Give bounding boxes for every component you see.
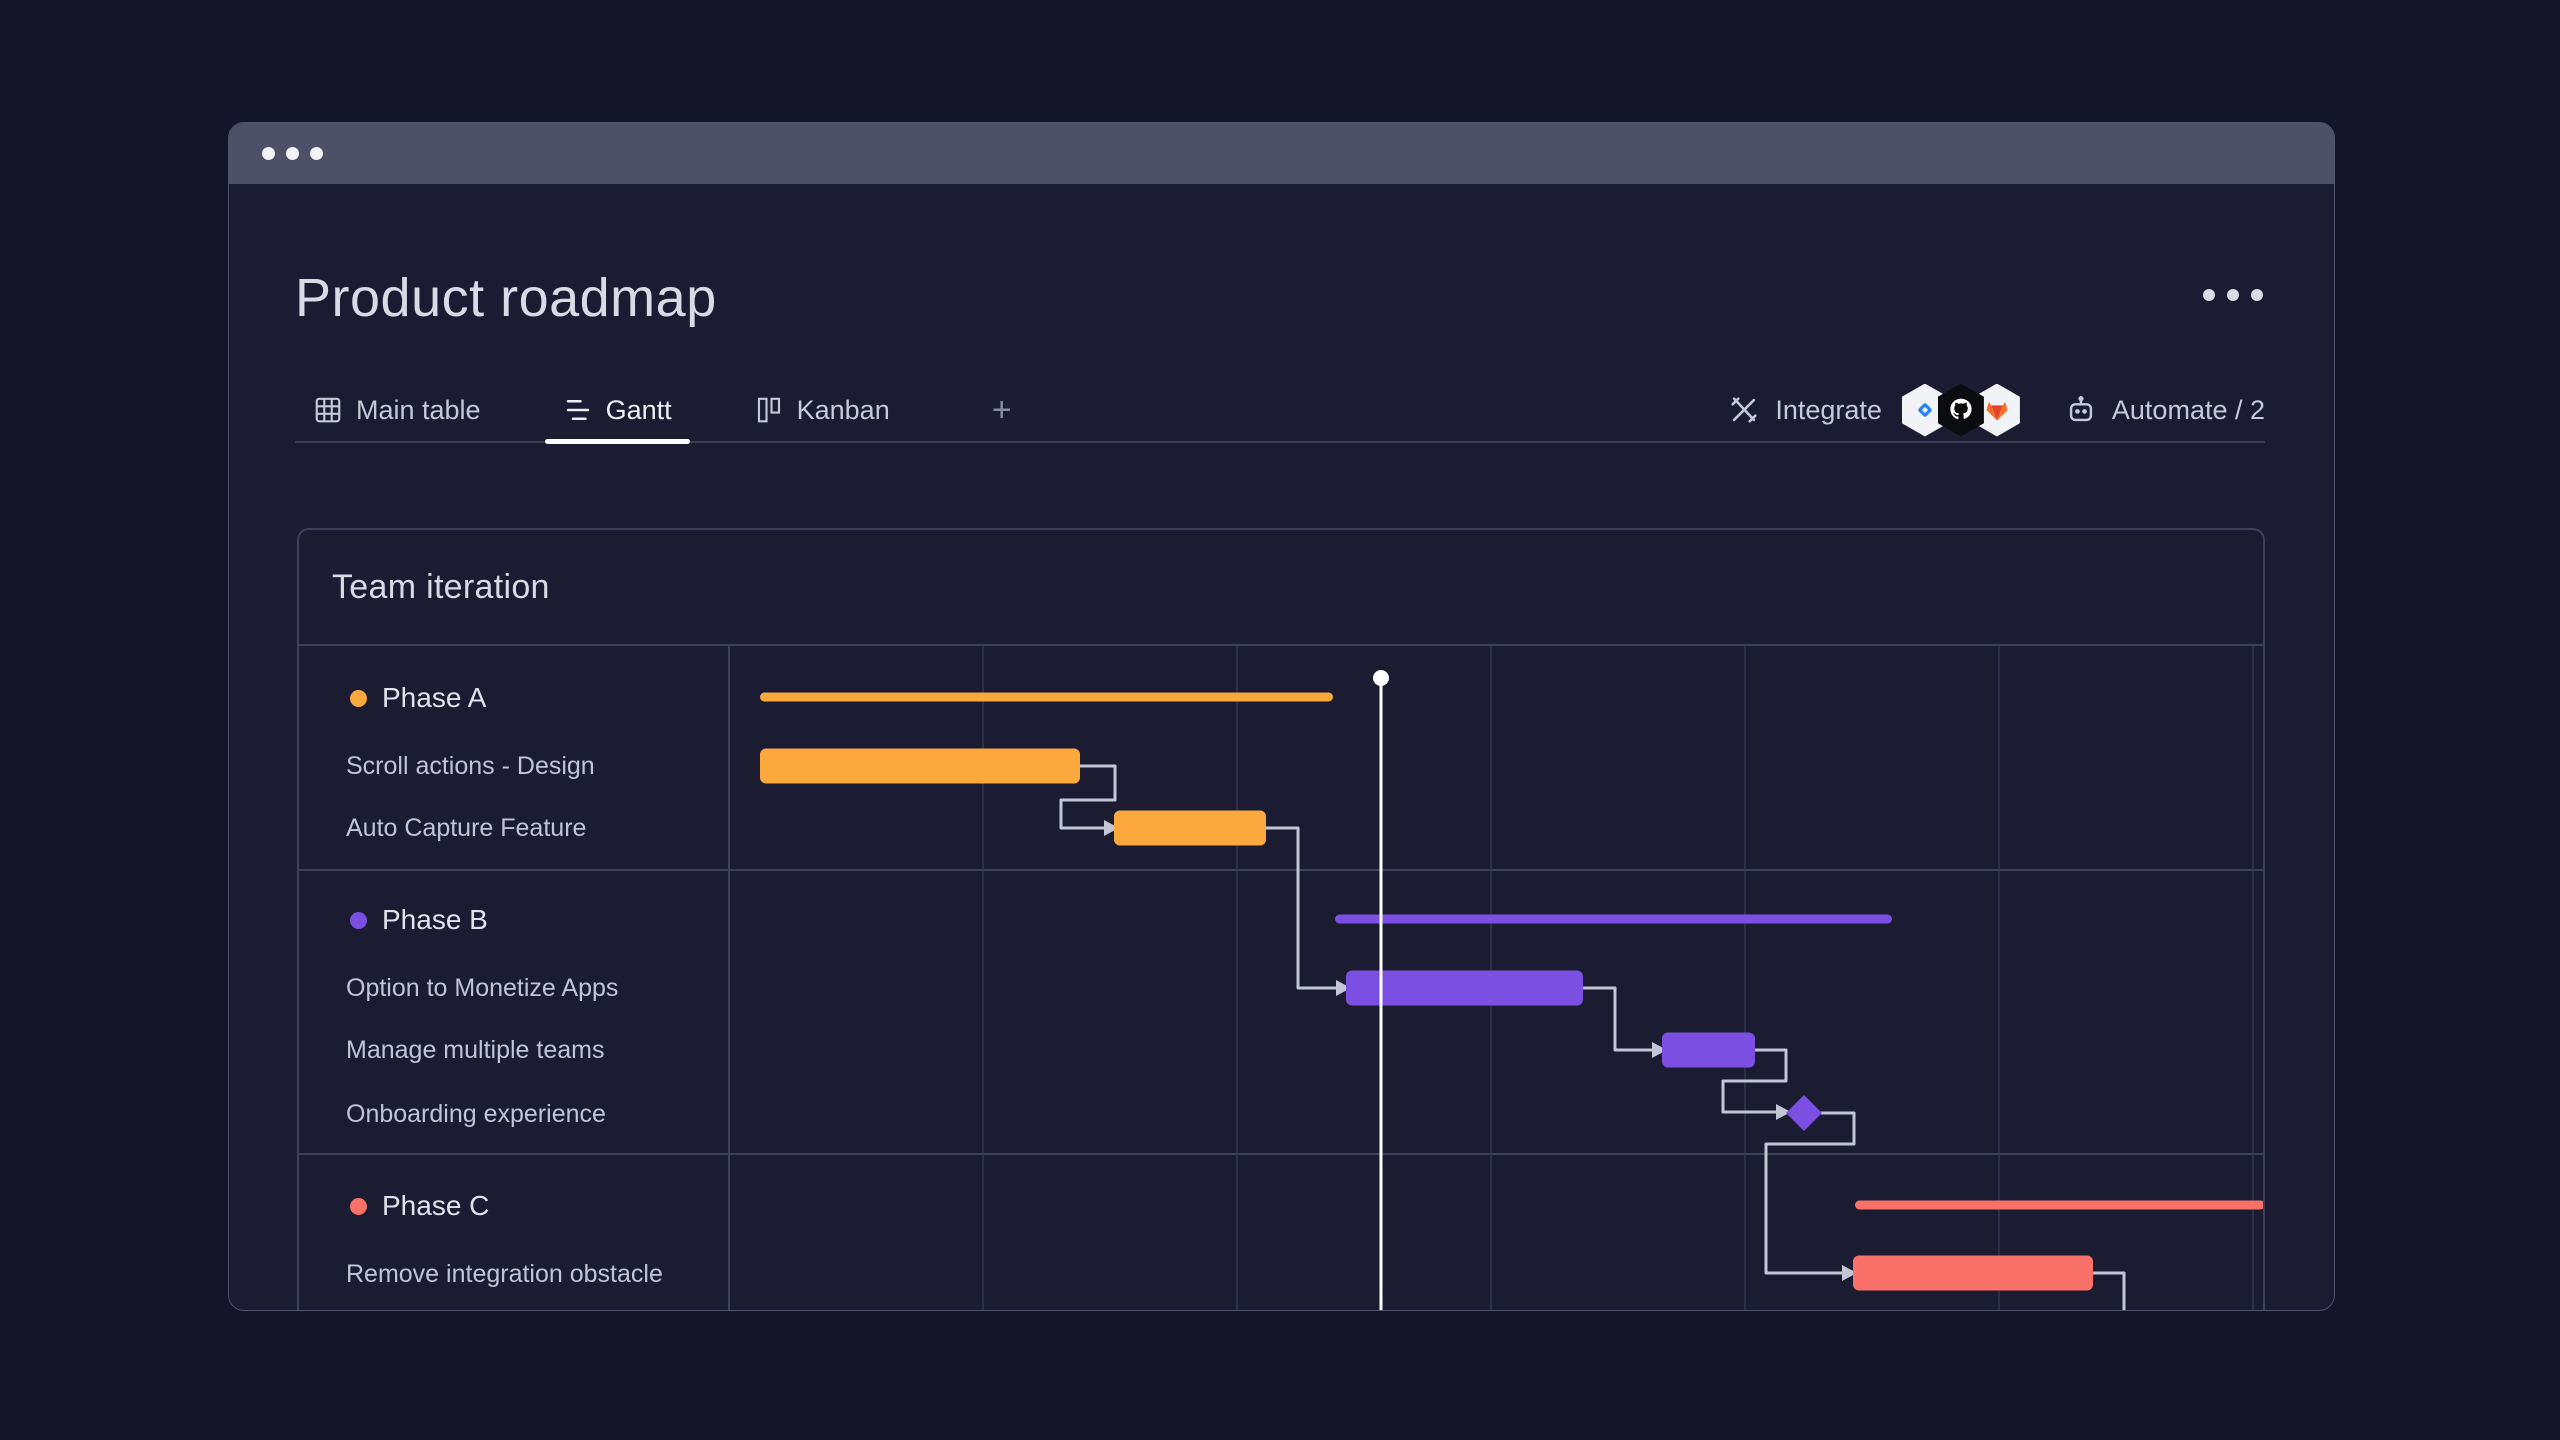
window-control-dot[interactable] [310, 147, 323, 160]
group-color-dot [350, 911, 367, 929]
add-view-button[interactable]: + [991, 390, 1012, 429]
gantt-chart-area: Phase A Scroll actions - Design Auto Cap… [299, 646, 2263, 1310]
gantt-task-row[interactable]: Option to Monetize Apps [346, 968, 618, 1008]
dependency-connector [1266, 826, 1339, 990]
dependency-arrowhead [1336, 980, 1351, 996]
onboarding-experience-milestone[interactable] [1786, 1095, 1822, 1131]
gantt-task-row[interactable]: Onboarding experience [346, 1094, 606, 1134]
integrate-icon [1727, 393, 1761, 427]
group-name: Phase B [382, 904, 488, 935]
remove-integration-obstacle-bar[interactable] [1853, 1255, 2093, 1291]
scroll-actions-design-bar[interactable] [760, 748, 1080, 784]
group-name: Phase A [382, 682, 487, 713]
group-color-dot [350, 689, 367, 707]
group-name: Phase C [382, 1190, 490, 1221]
option-to-monetize-apps-bar[interactable] [1346, 970, 1583, 1006]
page-title: Product roadmap [295, 268, 717, 328]
manage-multiple-teams-bar[interactable] [1662, 1032, 1755, 1068]
gantt-task-row[interactable]: Auto Capture Feature [346, 808, 586, 848]
window-control-dot[interactable] [286, 147, 299, 160]
dependency-arrowhead [1842, 1265, 1857, 1281]
widget-title: Team iteration [299, 530, 2263, 646]
task-name: Scroll actions - Design [346, 751, 595, 780]
gantt-group-row-phase-c[interactable]: Phase C [350, 1186, 489, 1226]
today-line-dot [1373, 670, 1389, 686]
phase-a-summary[interactable] [760, 692, 1333, 702]
more-options-button[interactable] [2197, 283, 2269, 307]
dependency-arrowhead [1776, 1104, 1791, 1120]
integrate-label: Integrate [1775, 394, 1882, 425]
window-titlebar [229, 123, 2334, 184]
dependency-arrowhead [1652, 1042, 1667, 1058]
dependency-connector [1059, 764, 1117, 830]
view-tabs-bar: Main table Gantt Kanban [295, 379, 2265, 444]
robot-icon [2064, 393, 2098, 427]
window-control-dot[interactable] [262, 147, 275, 160]
tab-kanban[interactable]: Kanban [736, 379, 908, 441]
task-name: Option to Monetize Apps [346, 973, 619, 1002]
tab-label: Main table [356, 394, 481, 425]
team-iteration-widget: Team iteration Phase A Scroll actions - … [297, 528, 2265, 1310]
kanban-icon [754, 395, 784, 425]
phase-b-summary[interactable] [1335, 914, 1892, 924]
task-name: Manage multiple teams [346, 1035, 605, 1064]
tab-main-table[interactable]: Main table [295, 379, 499, 441]
automate-label: Automate / 2 [2111, 394, 2265, 425]
gantt-group-row-phase-a[interactable]: Phase A [350, 678, 486, 718]
gantt-task-row[interactable]: Scroll actions - Design [346, 746, 595, 786]
gantt-task-row[interactable]: Remove integration obstacle [346, 1254, 663, 1294]
integration-badges [1901, 383, 2020, 437]
dependency-arrowhead [1104, 820, 1119, 836]
tab-label: Kanban [796, 394, 890, 425]
dependency-connector [2093, 1271, 2126, 1310]
gantt-task-row[interactable]: Manage multiple teams [346, 1030, 604, 1070]
github-badge-icon[interactable] [1937, 383, 1984, 437]
dependency-connector [1721, 1048, 1788, 1114]
group-color-dot [350, 1197, 367, 1215]
task-name: Auto Capture Feature [346, 813, 587, 842]
tab-label: Gantt [605, 394, 672, 425]
auto-capture-feature-bar[interactable] [1114, 810, 1266, 846]
task-name: Onboarding experience [346, 1099, 606, 1128]
tab-gantt[interactable]: Gantt [544, 379, 690, 444]
gantt-icon [563, 395, 593, 425]
dependency-connector [1764, 1111, 1856, 1275]
dependency-connector [1583, 986, 1655, 1052]
phase-c-summary[interactable] [1855, 1200, 2263, 1210]
app-window: Product roadmap Main table [228, 122, 2335, 1311]
table-icon [313, 395, 343, 425]
gantt-group-row-phase-b[interactable]: Phase B [350, 900, 488, 940]
gantt-chart [299, 646, 2263, 1310]
automate-button[interactable]: Automate / 2 [2064, 393, 2265, 427]
task-name: Remove integration obstacle [346, 1259, 663, 1288]
integrate-button[interactable]: Integrate [1727, 383, 2020, 437]
